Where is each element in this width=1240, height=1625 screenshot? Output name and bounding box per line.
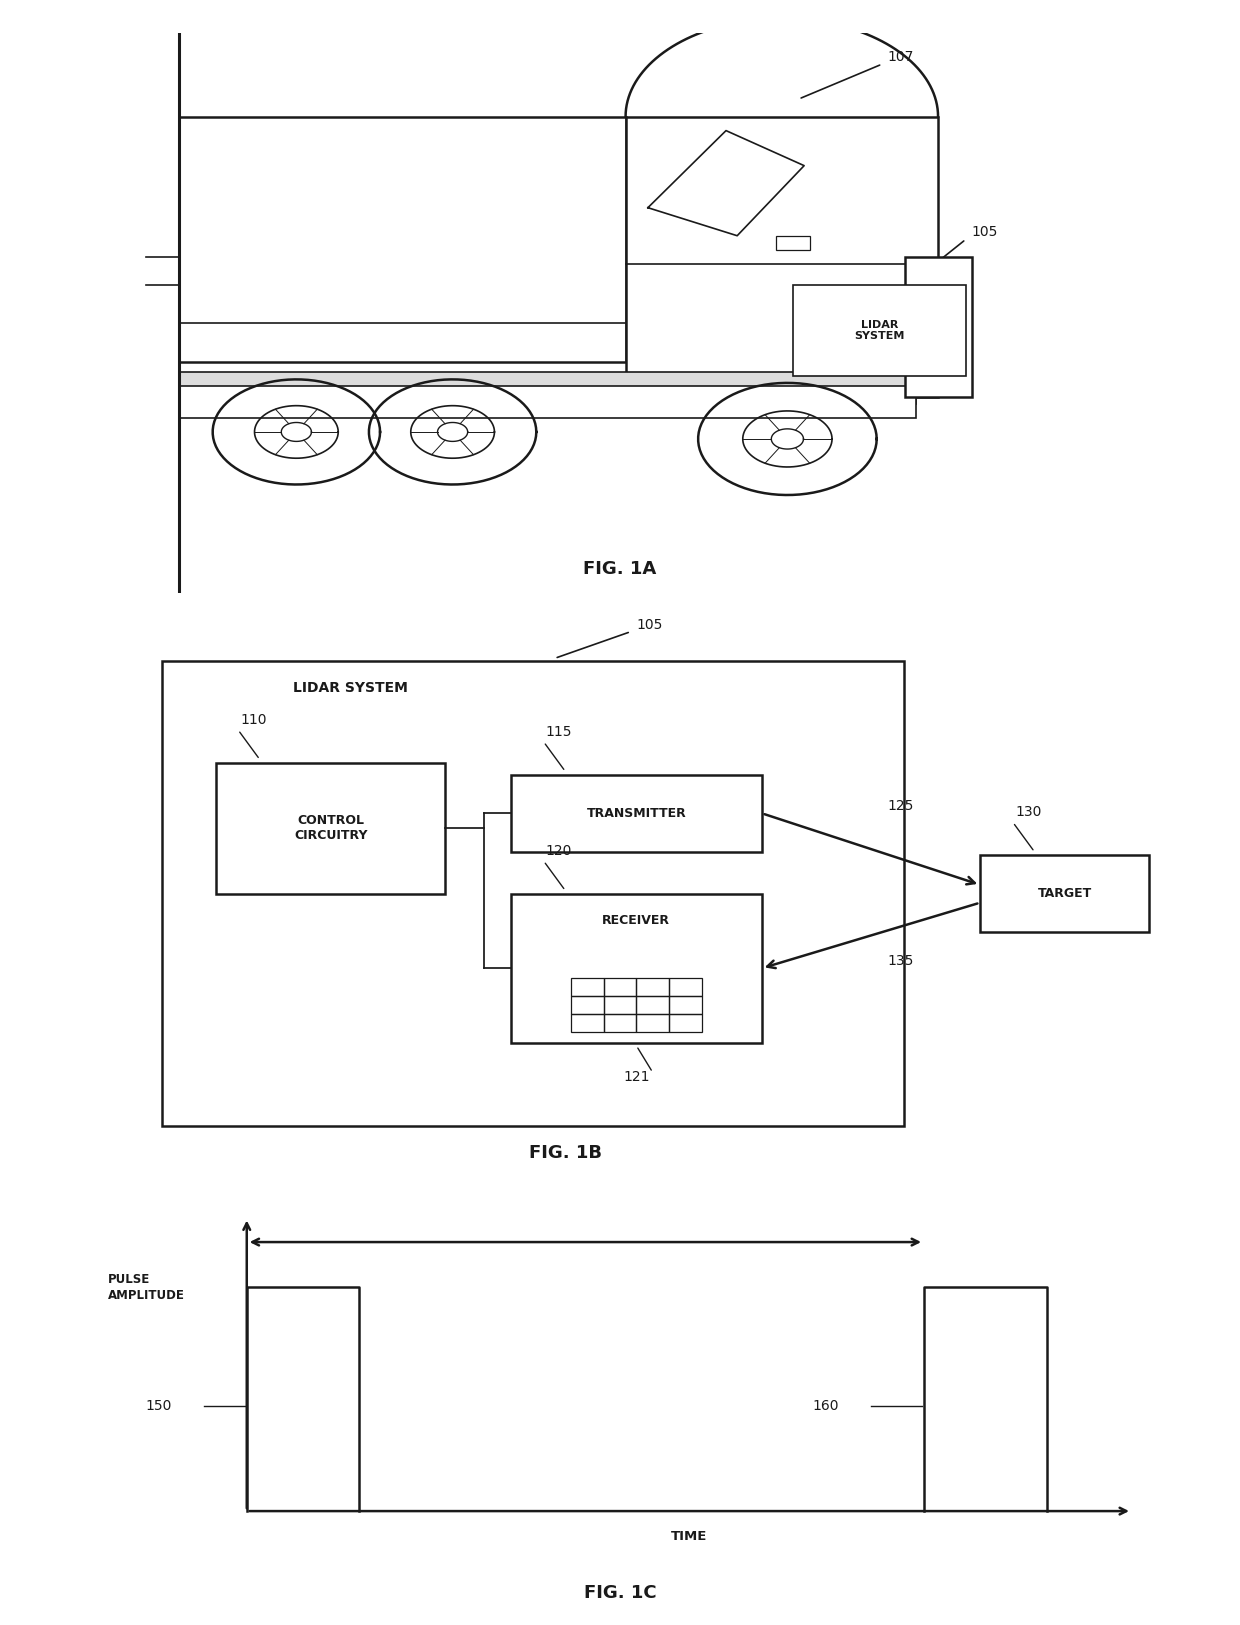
Bar — [216, 762, 445, 894]
Text: 150: 150 — [145, 1399, 172, 1414]
Text: 115: 115 — [546, 725, 573, 739]
Bar — [636, 978, 670, 996]
Text: 110: 110 — [241, 713, 267, 726]
Text: 121: 121 — [624, 1071, 650, 1084]
Bar — [180, 372, 915, 405]
Bar — [670, 996, 702, 1014]
Text: 105: 105 — [972, 224, 998, 239]
Bar — [511, 894, 761, 1043]
Bar — [776, 236, 810, 250]
Text: LIDAR
SYSTEM: LIDAR SYSTEM — [854, 320, 905, 341]
Bar — [511, 775, 761, 852]
Bar — [794, 284, 966, 375]
Bar — [636, 996, 670, 1014]
Bar — [636, 1014, 670, 1032]
Text: 107: 107 — [888, 49, 914, 63]
Bar — [604, 1014, 636, 1032]
Text: CONTROL
CIRCUITRY: CONTROL CIRCUITRY — [294, 814, 367, 842]
Text: 120: 120 — [546, 843, 572, 858]
Text: 105: 105 — [636, 618, 662, 632]
Text: RECEIVER: RECEIVER — [603, 913, 671, 926]
Bar — [604, 996, 636, 1014]
Text: FIG. 1A: FIG. 1A — [583, 559, 657, 577]
Bar — [180, 117, 626, 362]
Text: 125: 125 — [888, 800, 914, 814]
Bar — [670, 978, 702, 996]
Bar — [161, 661, 904, 1126]
Text: FIG. 1C: FIG. 1C — [584, 1584, 656, 1602]
Bar — [980, 855, 1149, 933]
Bar — [570, 1014, 604, 1032]
Text: TIME: TIME — [671, 1529, 708, 1542]
Text: PULSE
AMPLITUDE: PULSE AMPLITUDE — [108, 1272, 185, 1302]
Text: 135: 135 — [888, 954, 914, 968]
Text: LIDAR SYSTEM: LIDAR SYSTEM — [293, 681, 408, 696]
Bar — [570, 996, 604, 1014]
Bar — [180, 387, 915, 418]
Text: FIG. 1B: FIG. 1B — [529, 1144, 601, 1162]
Bar — [570, 978, 604, 996]
Text: 130: 130 — [1016, 806, 1042, 819]
Bar — [905, 257, 972, 396]
Text: TRANSMITTER: TRANSMITTER — [587, 806, 686, 819]
Bar — [626, 117, 939, 396]
Bar — [670, 1014, 702, 1032]
Bar — [604, 978, 636, 996]
Text: 160: 160 — [812, 1399, 838, 1414]
Text: TARGET: TARGET — [1038, 887, 1091, 900]
